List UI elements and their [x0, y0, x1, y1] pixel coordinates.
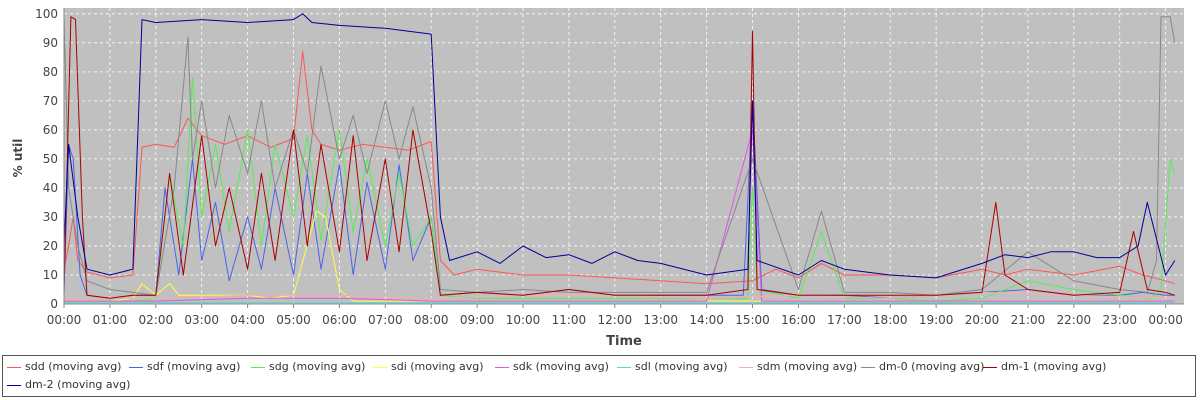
- x-tick-label: 07:00: [368, 313, 403, 327]
- series-line-7: [63, 16, 1176, 296]
- series-layer: [63, 13, 1176, 303]
- x-tick-label: 14:00: [689, 313, 724, 327]
- legend-item: dm-1 (moving avg): [983, 359, 1106, 375]
- x-tick-label: 05:00: [276, 313, 311, 327]
- x-tick-label: 10:00: [506, 313, 541, 327]
- legend-label: sdf (moving avg): [147, 360, 241, 373]
- legend-label: sdg (moving avg): [269, 360, 366, 373]
- x-tick-label: 12:00: [598, 313, 633, 327]
- x-tick-label: 16:00: [781, 313, 816, 327]
- legend-swatch: [739, 366, 753, 368]
- legend-item: dm-2 (moving avg): [7, 377, 130, 393]
- x-tick-label: 18:00: [873, 313, 908, 327]
- y-tick-label: 40: [43, 181, 58, 195]
- x-axis-label: Time: [606, 334, 642, 349]
- x-tick-label: 11:00: [552, 313, 587, 327]
- legend-item: sdk (moving avg): [495, 359, 609, 375]
- y-tick-label: 100: [35, 7, 58, 21]
- legend-item: sdd (moving avg): [7, 359, 121, 375]
- legend-item: sdg (moving avg): [251, 359, 365, 375]
- y-tick-label: 0: [50, 297, 58, 311]
- legend-label: sdk (moving avg): [513, 360, 609, 373]
- series-line-0: [63, 51, 1175, 285]
- legend-swatch: [495, 366, 509, 368]
- x-axis-ticks: 00:00 01:00 02:00 03:00 04:00 05:00 06:00 07:00…: [47, 304, 1183, 327]
- x-tick-label: 21:00: [1011, 313, 1046, 327]
- x-tick-label: 08:00: [414, 313, 449, 327]
- x-tick-label: 15:00: [735, 313, 770, 327]
- legend-swatch: [251, 366, 265, 368]
- x-tick-label: 22:00: [1057, 313, 1092, 327]
- legend-label: dm-1 (moving avg): [1001, 360, 1107, 373]
- x-tick-label: 09:00: [460, 313, 495, 327]
- legend-swatch: [617, 366, 631, 368]
- legend-label: sdd (moving avg): [25, 360, 122, 373]
- legend-label: sdi (moving avg): [391, 360, 484, 373]
- x-tick-label: 06:00: [322, 313, 357, 327]
- legend-item: dm-0 (moving avg): [861, 359, 984, 375]
- plot-area-background: [64, 8, 1184, 304]
- legend-label: dm-0 (moving avg): [879, 360, 985, 373]
- legend: sdd (moving avg) sdf (moving avg) sdg (mov…: [2, 355, 1196, 397]
- x-tick-label: 19:00: [919, 313, 954, 327]
- legend-swatch: [7, 366, 21, 368]
- legend-item: sdi (moving avg): [373, 359, 484, 375]
- x-tick-label: 13:00: [643, 313, 678, 327]
- legend-label: sdl (moving avg): [635, 360, 728, 373]
- x-tick-label: 17:00: [827, 313, 862, 327]
- y-tick-label: 70: [43, 94, 58, 108]
- series-line-9: [63, 13, 1176, 279]
- legend-label: dm-2 (moving avg): [25, 378, 131, 391]
- x-tick-label: 03:00: [184, 313, 219, 327]
- legend-item: sdm (moving avg): [739, 359, 857, 375]
- chart: 0 10 20 30 40 50 60 70 80 90 100 00:00 01:00 02:00 03…: [11, 7, 1184, 349]
- x-tick-label: 23:00: [1102, 313, 1137, 327]
- y-tick-label: 60: [43, 123, 58, 137]
- y-tick-label: 20: [43, 239, 58, 253]
- y-tick-label: 80: [43, 65, 58, 79]
- legend-swatch: [373, 366, 387, 368]
- legend-swatch: [7, 384, 21, 386]
- legend-item: sdf (moving avg): [129, 359, 240, 375]
- y-tick-label: 10: [43, 268, 58, 282]
- x-tick-label: 00:00: [47, 313, 82, 327]
- x-tick-label: 20:00: [965, 313, 1000, 327]
- y-axis-label: % util: [11, 139, 25, 178]
- legend-item: sdl (moving avg): [617, 359, 728, 375]
- series-line-2: [64, 77, 1176, 302]
- legend-label: sdm (moving avg): [757, 360, 858, 373]
- legend-swatch: [861, 366, 875, 368]
- x-tick-label: 00:00: [1148, 313, 1183, 327]
- y-tick-label: 90: [43, 36, 58, 50]
- x-tick-label: 02:00: [139, 313, 174, 327]
- legend-swatch: [983, 366, 997, 368]
- y-axis-ticks: 0 10 20 30 40 50 60 70 80 90 100: [35, 7, 58, 311]
- legend-swatch: [129, 366, 143, 368]
- x-tick-label: 01:00: [93, 313, 128, 327]
- y-tick-label: 30: [43, 210, 58, 224]
- series-line-8: [63, 16, 1175, 299]
- x-tick-label: 04:00: [230, 313, 265, 327]
- series-line-4: [64, 129, 1175, 302]
- y-tick-label: 50: [43, 152, 58, 166]
